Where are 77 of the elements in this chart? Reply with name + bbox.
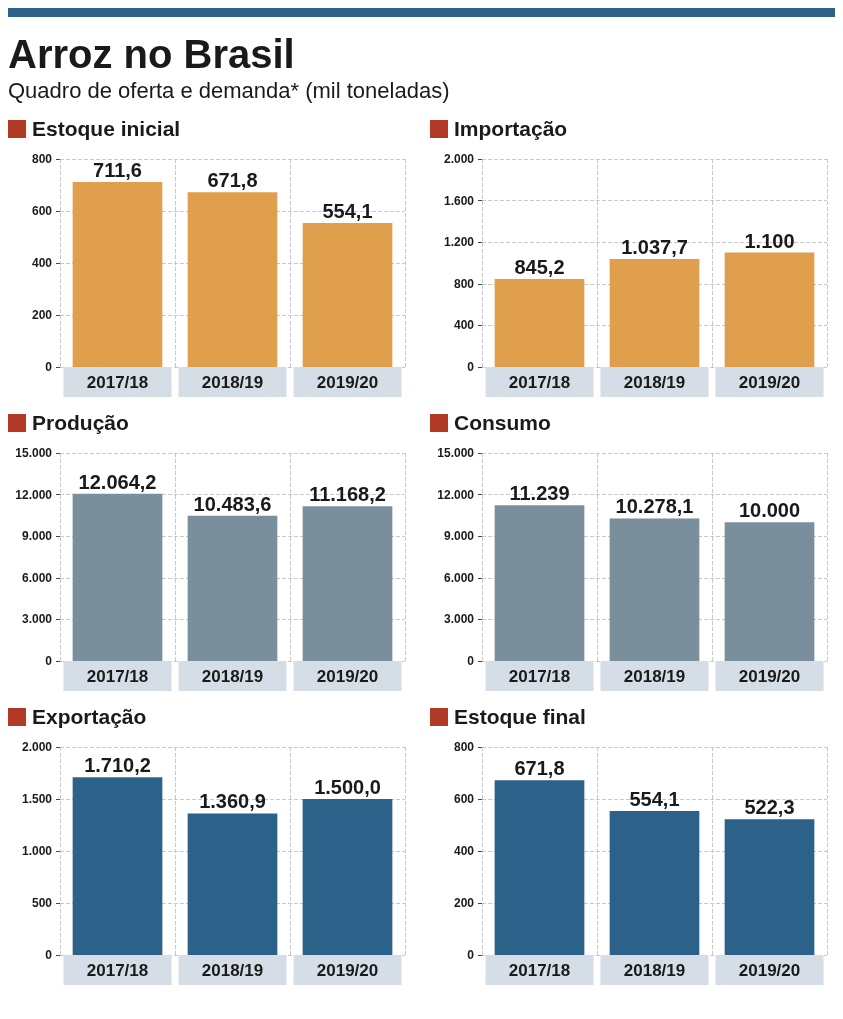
y-tick-label: 3.000 [21, 612, 53, 627]
x-tick-label: 2018/19 [201, 372, 264, 392]
x-tick-label: 2019/20 [738, 960, 801, 980]
y-tick-label: 400 [453, 318, 475, 333]
x-tick-label: 2017/18 [86, 666, 149, 686]
y-tick-label: 2.000 [443, 152, 475, 166]
y-tick-label: 3.000 [443, 612, 475, 627]
y-tick-label: 500 [31, 896, 53, 910]
chart-title: Estoque inicial [32, 117, 181, 141]
x-tick-label: 2019/20 [316, 372, 379, 392]
y-tick-label: 0 [467, 948, 475, 962]
y-tick-label: 15.000 [437, 446, 475, 460]
x-tick-label: 2019/20 [316, 960, 379, 980]
y-tick-label: 9.000 [443, 529, 475, 544]
data-label: 11.168,2 [309, 483, 386, 506]
y-tick-label: 200 [453, 896, 475, 910]
y-tick-label: 1.500 [21, 792, 53, 806]
x-tick-label: 2017/18 [508, 372, 571, 392]
x-tick-label: 2017/18 [86, 372, 149, 392]
y-tick-label: 1.600 [443, 193, 475, 208]
x-tick-label: 2019/20 [738, 372, 801, 392]
x-tick-label: 2019/20 [316, 666, 379, 686]
y-tick-label: 400 [31, 256, 53, 270]
data-label: 10.278,1 [615, 495, 694, 518]
y-tick-label: 800 [453, 740, 475, 754]
y-tick-label: 0 [45, 948, 53, 962]
y-tick-label: 1.200 [443, 235, 475, 250]
chart-title: Importação [454, 117, 568, 141]
y-tick-label: 6.000 [21, 570, 53, 585]
x-tick-label: 2019/20 [738, 666, 801, 686]
x-tick-label: 2017/18 [508, 960, 571, 980]
y-tick-label: 0 [45, 654, 53, 668]
text: Quadro de oferta e demanda* (mil toneladas) [8, 77, 451, 105]
data-label: 845,2 [514, 256, 565, 279]
chart-title: Produção [32, 411, 129, 435]
data-label: 522,3 [744, 796, 795, 819]
y-tick-label: 2.000 [21, 740, 53, 754]
y-tick-label: 200 [31, 308, 53, 322]
data-label: 554,1 [629, 787, 680, 810]
data-label: 711,6 [93, 158, 142, 181]
y-tick-label: 800 [453, 276, 475, 291]
y-tick-label: 800 [31, 152, 53, 166]
y-tick-label: 12.000 [437, 487, 475, 502]
x-tick-label: 2018/19 [201, 666, 264, 686]
y-tick-label: 15.000 [15, 446, 53, 460]
chart-title: Exportação [32, 705, 147, 729]
x-tick-label: 2017/18 [86, 960, 149, 980]
data-label: 12.064,2 [78, 470, 157, 493]
data-label: 10.000 [738, 499, 801, 522]
y-tick-label: 9.000 [21, 529, 53, 544]
data-label: 1.037,7 [621, 236, 688, 259]
data-label: 11.239 [509, 482, 570, 505]
data-label: 671,8 [207, 169, 258, 192]
data-label: 671,8 [514, 757, 565, 780]
y-tick-label: 600 [453, 792, 475, 806]
x-tick-label: 2018/19 [623, 960, 686, 980]
y-tick-label: 0 [45, 360, 53, 374]
chart-title: Estoque final [454, 705, 586, 729]
y-tick-label: 12.000 [15, 487, 53, 502]
y-tick-label: 1.000 [21, 844, 53, 858]
x-tick-label: 2018/19 [623, 666, 686, 686]
data-label: 1.500,0 [314, 776, 381, 798]
x-tick-label: 2017/18 [508, 666, 571, 686]
y-tick-label: 6.000 [443, 570, 475, 585]
text: Arroz no Brasil [8, 31, 296, 77]
y-tick-label: 600 [31, 204, 53, 218]
y-tick-label: 0 [467, 360, 475, 374]
y-tick-label: 0 [467, 654, 475, 668]
chart-title: Consumo [454, 411, 551, 435]
data-label: 1.100 [744, 229, 795, 252]
x-tick-label: 2018/19 [623, 372, 686, 392]
y-tick-label: 400 [453, 844, 475, 858]
data-label: 554,1 [322, 199, 373, 222]
data-label: 10.483,6 [193, 492, 272, 515]
data-label: 1.360,9 [199, 790, 266, 813]
data-label: 1.710,2 [84, 754, 151, 777]
x-tick-label: 2018/19 [201, 960, 264, 980]
